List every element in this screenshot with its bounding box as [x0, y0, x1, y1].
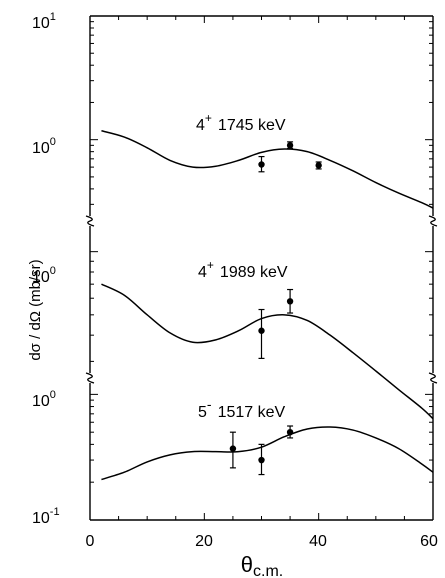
panel-label-4plus-1745: 4+ 1745 keV: [196, 111, 286, 134]
y-tick-label-bottom: 10-1: [32, 506, 60, 527]
panel-label-4plus-1989: 4+ 1989 keV: [198, 258, 288, 281]
panel-4plus-1745-theory-curve: [101, 130, 434, 209]
axis-break-left-0: [85, 215, 95, 227]
panel-label-1989-state: 4: [198, 264, 207, 281]
axis-break-left-1: [85, 372, 95, 384]
panel-label-5minus-1517: 5- 1517 keV: [198, 396, 286, 421]
panel-label-1989-parity: +: [207, 258, 214, 272]
x-axis-title: θc.m.: [241, 552, 283, 578]
y-tick-label-top-base: 10: [32, 15, 50, 32]
axis-ticks: [89, 15, 434, 521]
theory-curves: [101, 130, 434, 481]
panel-label-1989-energy: 1989 keV: [220, 264, 288, 281]
panel-label-1517-energy: 1517 keV: [218, 404, 286, 421]
panel-label-1517-state: 5: [198, 404, 207, 421]
y-axis-title: dσ / dΩ (mb/sr): [27, 259, 44, 360]
panel-4plus-1989-data-point-0: [258, 327, 265, 334]
panel-4plus-1745-data-point-0: [258, 161, 265, 168]
y-tick-label-lower-unit-exp: 0: [50, 389, 56, 401]
y-tick-label-middle-unit: 100: [32, 265, 56, 286]
x-tick-label-0: 0: [86, 533, 95, 550]
x-tick-label-60: 60: [420, 533, 438, 550]
panel-5minus-1517-data-point-1: [258, 456, 265, 464]
y-tick-label-upper-unit-base: 10: [32, 140, 50, 157]
axis-break-right-1: [428, 372, 438, 384]
y-tick-label-middle-unit-exp: 0: [50, 265, 56, 277]
panel-label-1745-parity: +: [205, 111, 212, 125]
y-tick-label-upper-unit-exp: 0: [50, 136, 56, 148]
x-axis-title-main: θ: [241, 552, 253, 577]
panel-label-1517-parity: -: [207, 396, 212, 412]
x-tick-label-40: 40: [309, 533, 327, 550]
axis-break-right-0: [428, 215, 438, 227]
panel-4plus-1745-data-point-1: [286, 142, 294, 149]
y-tick-label-top: 101: [32, 11, 56, 32]
panel-5minus-1517-data-point-0: [229, 445, 237, 452]
y-tick-label-upper-unit: 100: [32, 136, 56, 157]
x-tick-label-20: 20: [195, 533, 213, 550]
y-tick-label-middle-unit-base: 10: [32, 269, 50, 286]
y-tick-label-lower-unit-base: 10: [32, 393, 50, 410]
panel-5minus-1517-data-point-2: [286, 428, 294, 436]
panel-4plus-1989-theory-curve: [101, 283, 434, 420]
panel-4plus-1745-data-point-2: [315, 162, 322, 169]
data-points: [229, 141, 322, 476]
y-tick-label-bottom-base: 10: [32, 510, 50, 527]
y-tick-label-top-exp: 1: [50, 11, 56, 23]
panel-label-1745-energy: 1745 keV: [218, 117, 286, 134]
panel-4plus-1989-data-point-1: [286, 298, 294, 305]
panel-5minus-1517-theory-curve: [101, 426, 434, 481]
y-tick-label-lower-unit: 100: [32, 389, 56, 410]
y-tick-label-bottom-exp: -1: [50, 506, 60, 518]
panel-label-1745-state: 4: [196, 117, 205, 134]
x-axis-title-sub: c.m.: [253, 563, 283, 578]
